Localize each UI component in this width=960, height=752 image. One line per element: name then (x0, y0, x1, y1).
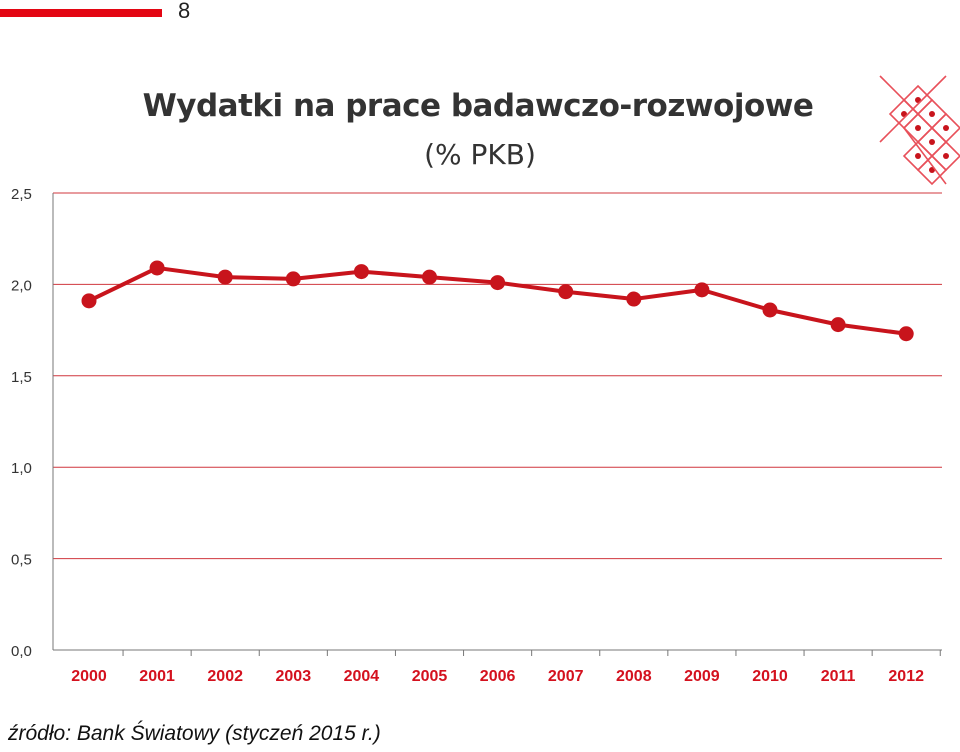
logo-dot (943, 125, 949, 131)
data-point (81, 293, 97, 309)
data-point (149, 260, 165, 276)
diamond-dots-logo (879, 75, 960, 186)
x-tick-label: 2010 (752, 668, 788, 685)
chart-title-text: Wydatki na prace badawczo-rozwojowe (142, 88, 814, 124)
data-point (626, 291, 642, 307)
x-tick-label: 2006 (480, 668, 516, 685)
logo-dot (915, 125, 921, 131)
header-accent-bar (0, 9, 162, 17)
data-point (898, 326, 914, 342)
y-tick-label: 2,5 (11, 186, 32, 203)
page-number: 8 (178, 0, 191, 23)
y-axis-labels: 0,0 0,5 1,0 1,5 2,0 2,5 (11, 186, 32, 660)
source-note: źródło: Bank Światowy (styczeń 2015 r.) (8, 722, 381, 745)
y-tick-label: 0,5 (11, 552, 32, 569)
data-point (422, 269, 437, 285)
x-tick-label: 2002 (207, 668, 243, 685)
x-tick-label: 2007 (548, 668, 584, 685)
chart-subtitle: (% PKB) (0, 138, 960, 171)
line-chart: 0,00,51,01,52,02,5 2000 2001 2002 2003 2004 2… (11, 75, 960, 685)
y-tick-label: 1,0 (11, 460, 32, 477)
logo-diamond (930, 140, 960, 172)
chart-subtitle-text: (% PKB) (424, 138, 536, 171)
data-point (285, 271, 301, 287)
logo-dot (929, 139, 935, 145)
x-axis-labels: 2000 2001 2002 2003 2004 2005 2006 2007 2008 2009… (71, 668, 924, 685)
logo-dot (915, 153, 921, 159)
x-tick-label: 2004 (344, 668, 380, 685)
x-tick-label: 2009 (684, 668, 720, 685)
chart-grid (53, 192, 942, 560)
logo-stroke (879, 75, 947, 143)
y-tick-label: 1,5 (11, 369, 32, 386)
chart-axes (52, 193, 942, 656)
data-point (694, 282, 710, 298)
data-point (490, 275, 506, 291)
chart-title: Wydatki na prace badawczo-rozwojowe (0, 88, 960, 124)
logo-dot (929, 111, 935, 117)
x-tick-label: 2011 (821, 668, 856, 685)
x-tick-label: 2008 (616, 668, 652, 685)
x-tick-label: 2000 (71, 668, 107, 685)
data-point (762, 302, 778, 318)
y-tick-label: 0,0 (11, 643, 32, 660)
x-tick-label: 2001 (139, 668, 175, 685)
data-point (558, 284, 574, 300)
series-line-group (81, 260, 914, 342)
data-point (353, 264, 369, 280)
data-point (217, 269, 233, 285)
x-tick-label: 2005 (412, 668, 448, 685)
logo-stroke (903, 127, 947, 185)
x-tick-label: 2012 (888, 668, 924, 685)
y-tick-label: 2,0 (11, 277, 32, 294)
x-tick-label: 2003 (276, 668, 312, 685)
logo-dot (943, 153, 949, 159)
data-point (830, 317, 846, 333)
